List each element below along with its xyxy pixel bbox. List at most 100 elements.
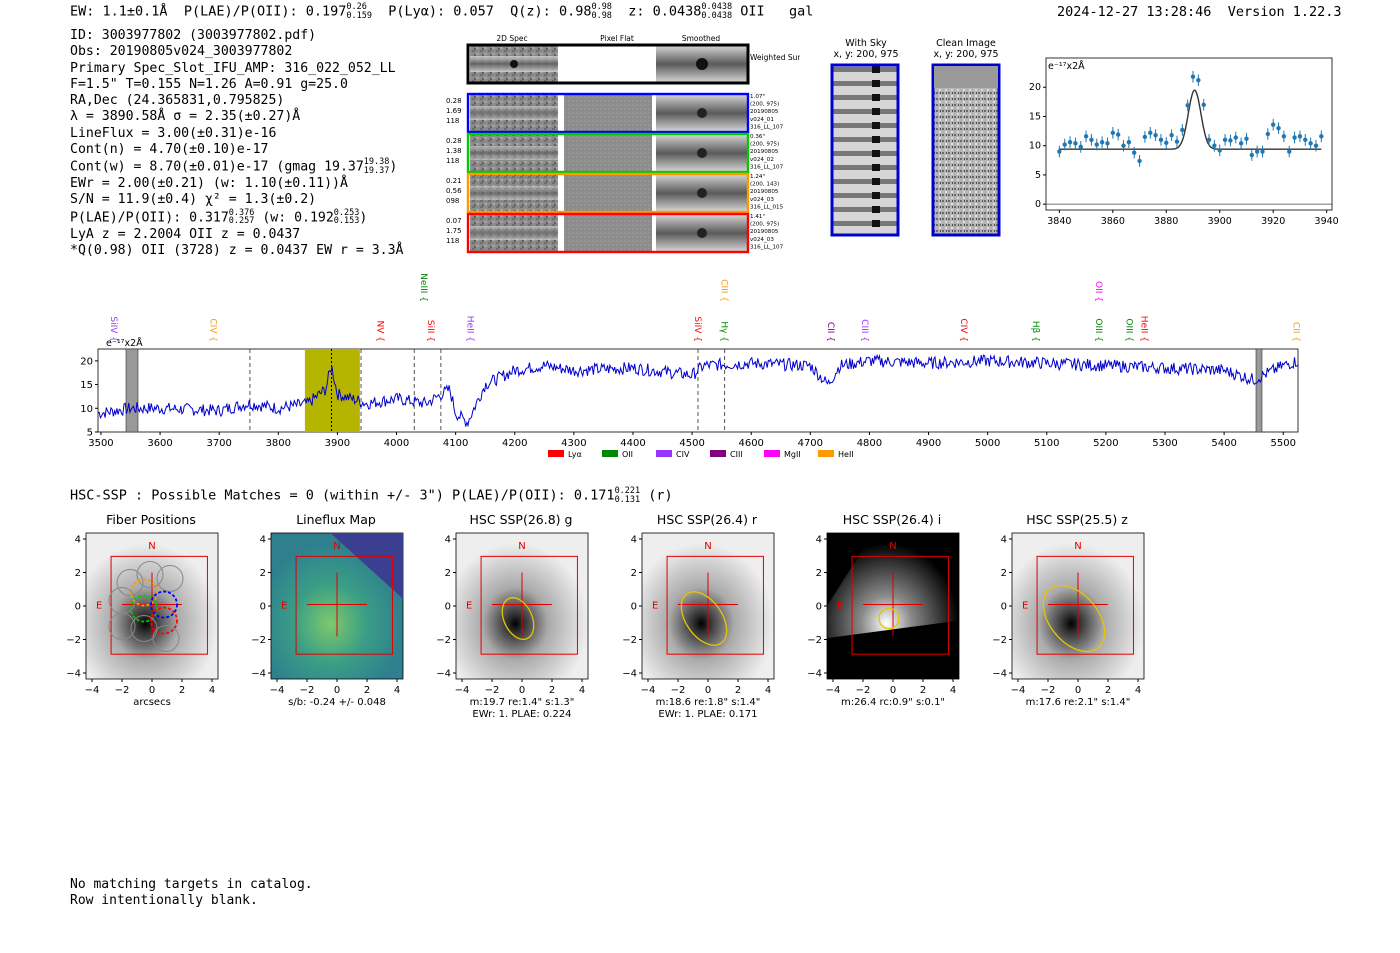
with-sky-title: With Sky x, y: 200, 975 xyxy=(830,38,902,60)
zoom-point xyxy=(1249,152,1255,158)
spec-ticks: 3500 3600 3700 3800 3900 4000 4100 4200 4300 4400… xyxy=(80,356,1296,449)
masked-region-left xyxy=(125,348,139,433)
spec-xtick: 3500 xyxy=(88,438,113,449)
spec-xtick: 5500 xyxy=(1270,438,1295,449)
cutout-right-value: 316_LL_107 xyxy=(750,164,784,170)
clean-image-title: Clean Image x, y: 200, 975 xyxy=(926,38,1006,60)
zoom-ytick: 15 xyxy=(1029,111,1041,122)
panel-ytick: 4 xyxy=(260,535,266,546)
aperture-box xyxy=(480,555,578,655)
cutout-left-value: 118 xyxy=(446,157,459,165)
zoom-point xyxy=(1196,78,1201,83)
panel-title: Fiber Positions xyxy=(106,512,196,527)
cutout-row: 0.21 0.56 098 1.24" (200, 143)20190805 v024_0… xyxy=(446,172,784,214)
spec-ytick: 15 xyxy=(80,380,93,391)
panel-title: HSC SSP(26.4) r xyxy=(656,512,758,527)
panel-ytick: −4 xyxy=(251,669,266,680)
panel-xtick: 0 xyxy=(149,685,155,696)
zoom-point xyxy=(1142,134,1148,140)
fiber-circle xyxy=(150,590,178,619)
line-labels: SiIV {CIV {NV {NeIII {SiII {HeII {SiIV {… xyxy=(108,273,1300,342)
panel-ytick: −4 xyxy=(436,669,451,680)
panel-title: HSC SSP(26.8) g xyxy=(469,512,573,527)
panel-xtick: 0 xyxy=(1075,685,1081,696)
legend-swatch xyxy=(602,450,618,457)
aperture-box xyxy=(851,555,949,655)
cutout-left-value: 1.75 xyxy=(446,227,462,235)
zoom-ticks: 3840 3860 3880 3900 3920 3940 0 5 10 15 20 xyxy=(1029,82,1338,227)
info-id: ID: 3003977802 (3003977802.pdf) xyxy=(70,28,317,43)
cutout-left-value: 0.28 xyxy=(446,97,462,105)
zoom-ylabel: e⁻¹⁷x2Å xyxy=(1048,60,1085,72)
panel-xtick: −2 xyxy=(485,685,500,696)
fiber-circle xyxy=(108,613,136,641)
panel-xtick: −2 xyxy=(1041,685,1056,696)
panel-xtick: −2 xyxy=(115,685,130,696)
panel-ytick: −2 xyxy=(251,635,266,646)
cutout-row: 0.28 1.69 118 1.07" (200, 975)20190805 v024_0… xyxy=(446,92,784,134)
panel-caption: m:17.6 re:2.1" s:1.4" xyxy=(1026,697,1131,708)
line-label: Hβ { xyxy=(1030,321,1040,342)
line-label: SiII { xyxy=(425,320,435,342)
weighted-sum-label: Weighted Sum xyxy=(750,53,800,62)
sky-images xyxy=(830,63,1001,237)
masked-region-right xyxy=(1255,348,1263,433)
panel-title: Lineflux Map xyxy=(296,512,376,527)
col-title-2dspec: 2D Spec xyxy=(496,34,527,43)
cutout-grid: 2D Spec Pixel Flat Smoothed Weighted Sum… xyxy=(446,34,800,254)
class-label: gal xyxy=(789,3,814,20)
spec-dashed-lines xyxy=(249,349,726,432)
z-value: z: 0.0438 xyxy=(628,3,702,20)
zoom-xtick: 3900 xyxy=(1208,216,1232,227)
line-label: OII { xyxy=(1093,281,1103,302)
qz-value: Q(z): 0.98 xyxy=(510,3,592,20)
cutout-left-value: 0.07 xyxy=(446,217,462,225)
panel-caption-2: EWr: 1. PLAE: 0.224 xyxy=(472,709,571,720)
panel-xtick: 4 xyxy=(394,685,400,696)
north-label: N xyxy=(704,541,711,552)
cutout-right-value: (200, 975) xyxy=(750,142,779,148)
zoom-ytick: 20 xyxy=(1029,82,1041,93)
line-label: CIV { xyxy=(207,318,217,342)
zoom-point xyxy=(1233,135,1238,140)
zoom-point xyxy=(1099,139,1105,145)
panel-ytick: 0 xyxy=(816,602,822,613)
cutout-right-value: v024_03 xyxy=(750,197,774,203)
with-sky-sub: x, y: 200, 975 xyxy=(833,49,899,60)
zoom-point xyxy=(1078,144,1083,150)
zoom-point xyxy=(1222,137,1228,143)
zoom-point xyxy=(1073,141,1078,146)
panel-xtick: 4 xyxy=(950,685,956,696)
zoom-point xyxy=(1260,149,1265,154)
zoom-point xyxy=(1244,136,1249,141)
plae-hi: 0.26 xyxy=(346,2,367,12)
zoom-xtick: 3880 xyxy=(1154,216,1178,227)
panel-ytick: −4 xyxy=(622,669,637,680)
cutout-right-value: 20190805 xyxy=(750,229,779,235)
plae-lo: 0.159 xyxy=(346,10,372,21)
spec-legend: Lyα OII CIV CIII MgII HeII xyxy=(548,450,854,459)
weighted-sum-text: Weighted Sum xyxy=(750,53,800,62)
line-label: CIV { xyxy=(958,318,968,342)
panel-caption: m:26.4 rc:0.9" s:0.1" xyxy=(841,697,945,708)
cutout-row: 0.07 1.75 118 1.41" (200, 975)20190805 v024_0… xyxy=(446,212,784,254)
legend-swatch xyxy=(710,450,726,457)
line-label: HeII { xyxy=(465,316,475,342)
cutout-left-value: 118 xyxy=(446,237,459,245)
spec-xtick: 4700 xyxy=(798,438,823,449)
line-label: CII { xyxy=(825,322,835,342)
panel-ytick: 4 xyxy=(1001,535,1007,546)
east-label: E xyxy=(837,601,843,612)
spec-xtick: 4200 xyxy=(502,438,527,449)
zoom-point xyxy=(1083,134,1089,139)
panel-xtick: −2 xyxy=(300,685,315,696)
zoom-point xyxy=(1094,142,1099,147)
panel-ytick: 2 xyxy=(631,568,637,579)
full-spectrum-plot: SiIV {CIV {NV {NeIII {SiII {HeII {SiIV {… xyxy=(80,273,1300,459)
line-label: HeII { xyxy=(1138,316,1148,342)
info-sn: S/N = 11.9(±0.4) χ² = 1.3(±0.2) xyxy=(70,192,317,208)
panel-caption: m:18.6 re:1.8" s:1.4" xyxy=(656,697,761,708)
source-ellipse xyxy=(878,607,900,630)
panel-xtick: −4 xyxy=(1011,685,1026,696)
panel-ytick: −2 xyxy=(436,635,451,646)
